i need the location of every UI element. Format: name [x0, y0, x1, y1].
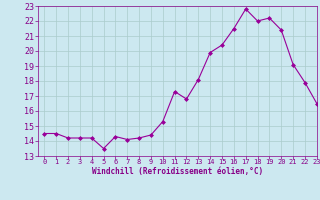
X-axis label: Windchill (Refroidissement éolien,°C): Windchill (Refroidissement éolien,°C): [92, 167, 263, 176]
